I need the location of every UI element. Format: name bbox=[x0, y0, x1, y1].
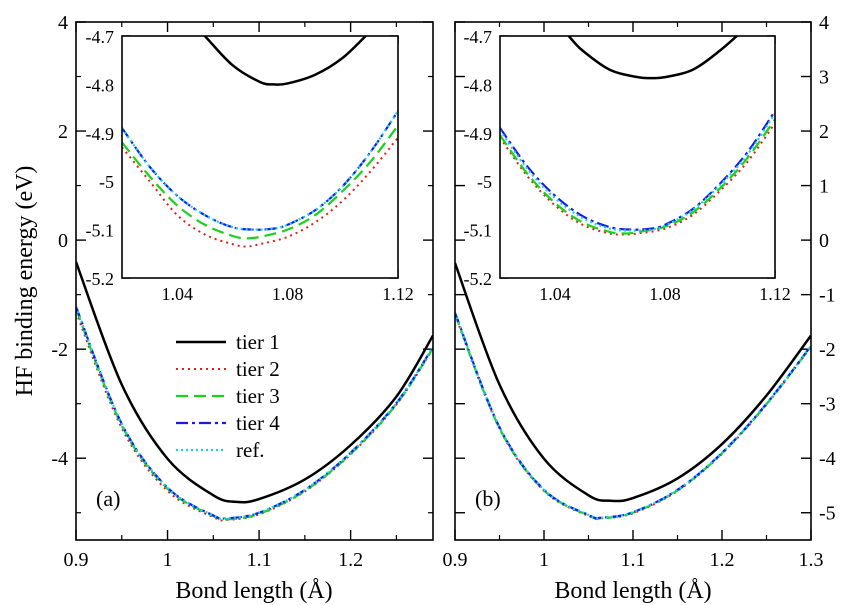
inset-a-ytick-label: -4.7 bbox=[86, 27, 115, 47]
inset-a-xtick-label: 1.12 bbox=[382, 284, 414, 304]
panel-b-ytick-label: 2 bbox=[819, 121, 829, 143]
panel-b-ytick-label: 3 bbox=[819, 67, 829, 89]
panel-b-ytick-label: 4 bbox=[819, 12, 829, 34]
panel-tag-a: (a) bbox=[96, 486, 120, 511]
x-axis-title-a: Bond length (Å) bbox=[175, 578, 332, 604]
panel-b-ytick-label: 1 bbox=[819, 176, 829, 198]
inset-b-series-tier-1 bbox=[567, 36, 739, 80]
panel-b-xtick-label: 1.2 bbox=[710, 549, 735, 571]
legend-label-tier-4: tier 4 bbox=[236, 411, 280, 435]
inset-b-ytick-label: -4.8 bbox=[464, 75, 493, 95]
panel-a-series-tier-1 bbox=[76, 261, 433, 504]
inset-a-ytick-label: -4.9 bbox=[86, 124, 115, 144]
panel-b-ytick-label: -5 bbox=[819, 503, 836, 525]
legend-label-ref: ref. bbox=[236, 438, 265, 462]
inset-b-xtick-label: 1.08 bbox=[649, 284, 681, 304]
panel-a-ytick-label: 0 bbox=[58, 230, 68, 252]
panel-a-xtick-label: 1 bbox=[163, 549, 173, 571]
panel-b-xtick-label: 0.9 bbox=[443, 549, 468, 571]
panel-a-ytick-label: -4 bbox=[51, 448, 68, 470]
panel-b-xtick-label: 1.1 bbox=[621, 549, 646, 571]
panel-b-series-tier-3 bbox=[455, 313, 811, 520]
panel-a-xtick-label: 1.1 bbox=[247, 549, 272, 571]
inset-a-ytick-label: -5.1 bbox=[86, 221, 115, 241]
panel-a-series-ref bbox=[76, 306, 433, 521]
inset-b-xtick-label: 1.12 bbox=[759, 284, 791, 304]
inset-a-xtick-label: 1.08 bbox=[272, 284, 304, 304]
inset-b-xtick-label: 1.04 bbox=[539, 284, 571, 304]
panel-a-ytick-label: 2 bbox=[58, 121, 68, 143]
panel-b-xtick-label: 1 bbox=[539, 549, 549, 571]
inset-b-frame bbox=[499, 35, 776, 279]
legend-label-tier-2: tier 2 bbox=[236, 357, 280, 381]
inset-b-ytick-label: -4.7 bbox=[464, 27, 493, 47]
inset-a-frame bbox=[121, 35, 399, 279]
panel-a-frame bbox=[75, 21, 434, 541]
legend-label-tier-1: tier 1 bbox=[236, 330, 280, 354]
inset-b-ytick-label: -4.9 bbox=[464, 124, 493, 144]
panel-b-series-ref bbox=[455, 312, 811, 520]
inset-b-series-tier-3 bbox=[500, 118, 775, 235]
inset-b-ytick-label: -5.2 bbox=[464, 269, 493, 289]
inset-a-ytick-label: -5 bbox=[99, 172, 114, 192]
inset-a-ytick-label: -5.2 bbox=[86, 269, 115, 289]
inset-b-series-tier-2 bbox=[500, 122, 775, 236]
inset-a-series-tier-3 bbox=[122, 124, 398, 240]
panel-b-frame bbox=[454, 21, 812, 541]
panel-a-ytick-label: -2 bbox=[51, 339, 68, 361]
inset-b-ytick-label: -5.1 bbox=[464, 221, 493, 241]
panel-b-ytick-label: -3 bbox=[819, 394, 836, 416]
panel-tag-b: (b) bbox=[475, 486, 501, 511]
panel-b-ytick-label: 0 bbox=[819, 230, 829, 252]
panel-b-ytick-label: -4 bbox=[819, 448, 836, 470]
panel-b-ytick-label: -2 bbox=[819, 339, 836, 361]
panel-b-xtick-label: 1.3 bbox=[799, 549, 824, 571]
x-axis-title-b: Bond length (Å) bbox=[554, 578, 711, 604]
inset-a-series-tier-4 bbox=[122, 110, 398, 231]
inset-a-series-tier-2 bbox=[122, 137, 398, 248]
panel-b-series-tier-4 bbox=[455, 312, 811, 520]
y-axis-title: HF binding energy (eV) bbox=[12, 166, 38, 397]
legend-label-tier-3: tier 3 bbox=[236, 384, 280, 408]
inset-a-background bbox=[122, 36, 398, 278]
legend: tier 1 tier 2 tier 3 tier 4 ref. bbox=[176, 330, 280, 462]
inset-a-xtick-label: 1.04 bbox=[161, 284, 193, 304]
panel-b-series-tier-1 bbox=[455, 262, 811, 503]
inset-a-series-tier-1 bbox=[203, 36, 368, 86]
panel-a-xtick-label: 1.2 bbox=[338, 549, 363, 571]
inset-b-background bbox=[500, 36, 775, 278]
panel-b-ytick-label: -1 bbox=[819, 285, 836, 307]
panel-a-ytick-label: 4 bbox=[58, 12, 68, 34]
panel-b-series-tier-2 bbox=[455, 314, 811, 520]
inset-a-ytick-label: -4.8 bbox=[86, 75, 115, 95]
inset-b-ytick-label: -5 bbox=[477, 172, 492, 192]
panel-a-xtick-label: 0.9 bbox=[64, 549, 89, 571]
